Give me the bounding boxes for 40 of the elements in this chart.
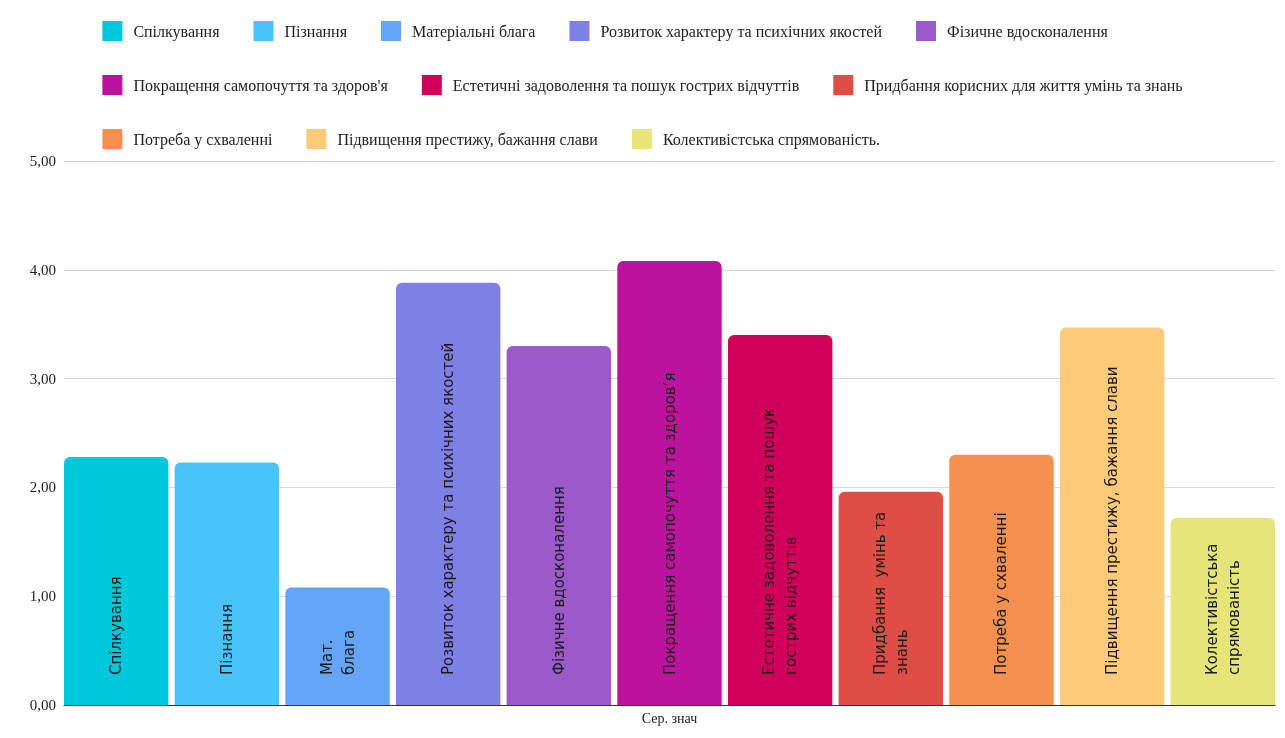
y-tick-label: 1,00	[29, 588, 56, 605]
bar	[1059, 327, 1165, 705]
y-tick-label: 3,00	[29, 370, 56, 387]
bar	[838, 491, 944, 705]
data-label: Покращення самопочуття та здоров’я	[660, 372, 679, 675]
bar	[727, 335, 833, 705]
legend-label: Потреба у схваленні	[133, 130, 273, 149]
legend-label: Пізнання	[284, 22, 348, 40]
bar	[285, 587, 390, 705]
data-label: Спілкування	[107, 576, 126, 675]
legend-label: Спілкування	[133, 22, 221, 41]
data-label: Потреба у схваленні	[992, 512, 1011, 675]
legend-label: Фізичне вдосконалення	[947, 22, 1109, 41]
data-label: Підвищення престижу, бажання слави	[1103, 366, 1122, 675]
y-tick-label: 2,00	[29, 479, 56, 496]
data-label: Придбання умінь та знань	[870, 511, 911, 675]
data-label: Естетичне задоволення та пошук гострих відчуттів	[760, 407, 801, 675]
data-label: Колективістська спрямованість	[1202, 543, 1243, 675]
y-tick-label: 4,00	[29, 261, 56, 278]
bar	[949, 454, 1054, 705]
data-label: Розвиток характеру та психічних якостей	[439, 342, 458, 675]
bar	[64, 456, 169, 705]
y-tick-label: 5,00	[29, 153, 56, 169]
legend-label: Покращення самопочуття та здоров'я	[133, 76, 389, 95]
data-label: Фізичне вдосконалення	[549, 486, 568, 675]
data-label: Пізнання	[217, 603, 236, 675]
legend-label: Підвищення престижу, бажання слави	[337, 130, 599, 149]
y-tick-label: 0,00	[29, 697, 56, 713]
legend-label: Придбання корисних для життя умінь та знань	[864, 76, 1183, 95]
bar	[617, 261, 722, 705]
legend-label: Естетичні задоволення та пошук гострих відчуттів	[452, 76, 800, 95]
legend-label: Розвиток характеру та психічних якостей	[600, 22, 883, 41]
legend-label: Матеріальні блага	[411, 22, 536, 41]
bar	[506, 345, 612, 705]
bar	[1170, 517, 1275, 705]
legend-label: Колективістська спрямованість.	[662, 130, 881, 149]
bar	[395, 282, 501, 705]
x-tick-label: Сер. знач	[641, 710, 698, 726]
bar	[174, 462, 280, 705]
data-label: Мат. блага	[317, 629, 358, 675]
